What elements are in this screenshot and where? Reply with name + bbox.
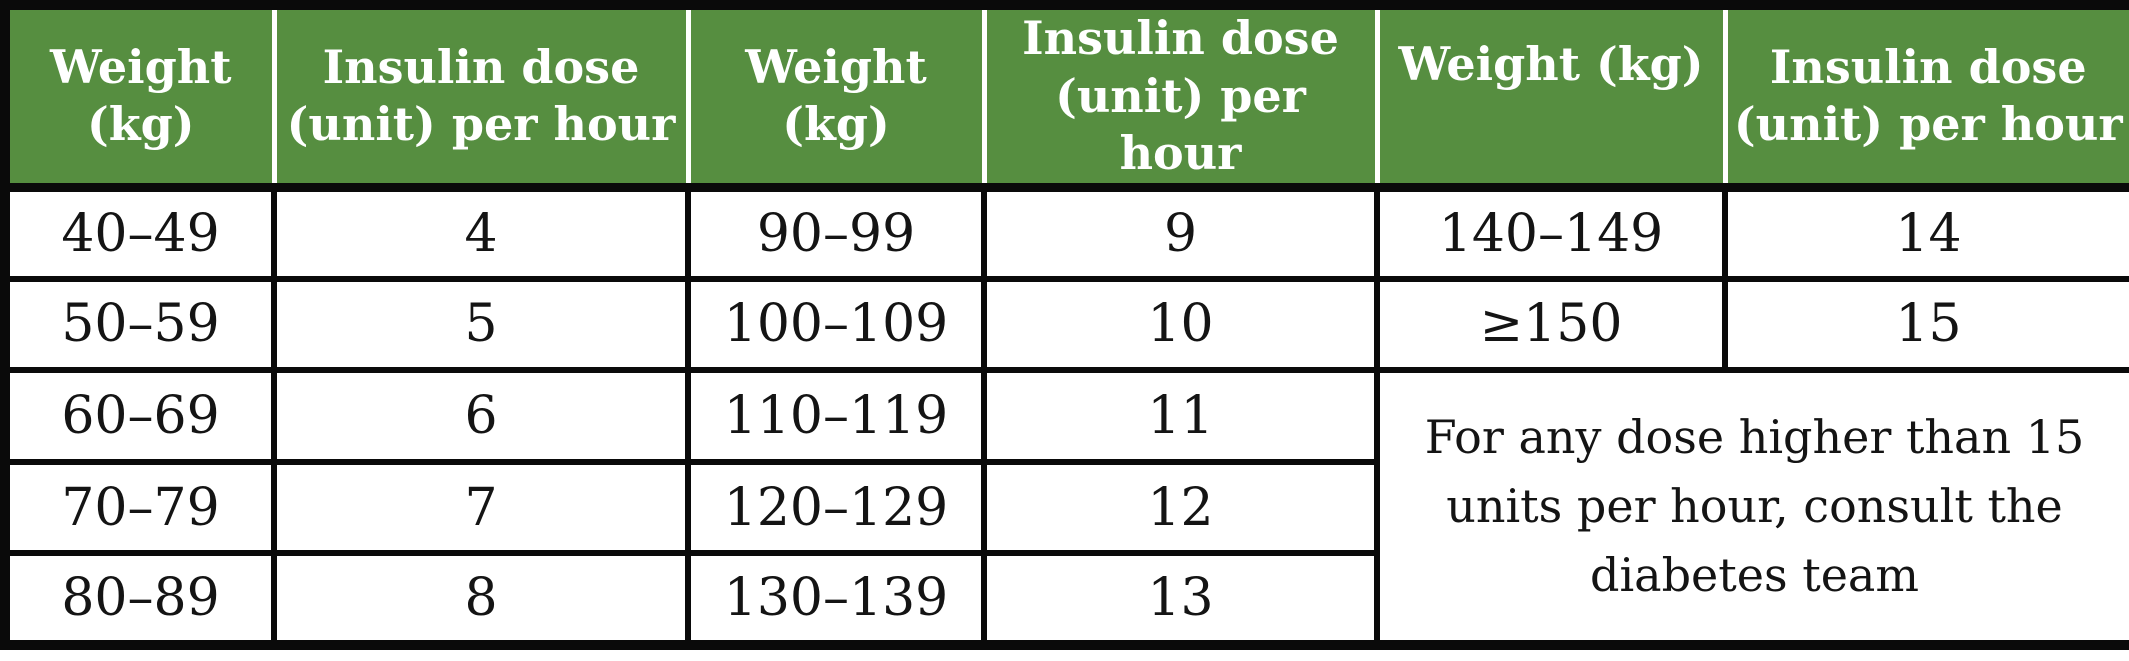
dose-header-3: Insulin dose (unit) per hour [1722,5,2129,192]
dose-cell: 13 [981,550,1380,648]
weight-range-cell: 100–109 [685,275,987,374]
weight-header-1: Weight (kg) [5,5,274,192]
header-line: Weight [49,39,232,94]
header-line: (unit) per hour [286,97,676,152]
dose-cell: 6 [271,367,691,465]
weight-range-cell: 120–129 [685,458,987,557]
weight-range-cell: 90–99 [685,184,987,282]
header-line: Insulin dose [1769,39,2087,94]
table-row: 70–79 7 120–129 12 [2,458,2129,557]
header-line: Insulin dose [1022,11,1339,65]
dose-cell: 7 [271,458,691,557]
dose-header-1: Insulin dose (unit) per hour [271,5,688,192]
weight-range-cell: 80–89 [2,550,277,648]
header-line: Insulin dose [322,39,640,94]
dose-cell: 8 [271,550,691,648]
weight-range-cell: 110–119 [685,367,987,465]
header-line: (unit) per hour [1733,97,2123,152]
table-row: 60–69 6 110–119 11 For any dose higher t… [2,367,2129,648]
dose-cell: 9 [981,184,1380,282]
weight-range-cell: 60–69 [2,367,277,465]
dose-cell: 12 [981,458,1380,557]
header-line: (unit) per hour [1055,68,1306,181]
dose-header-2: Insulin dose (unit) per hour [981,5,1377,192]
table-row: 40–49 4 90–99 9 140–149 14 [2,184,2129,282]
header-line: (kg) [782,97,890,152]
table-row: 80–89 8 130–139 13 [2,550,2129,648]
note-cell: For any dose higher than 15 units per ho… [1374,367,2129,648]
weight-header-2: Weight (kg) [685,5,984,192]
dose-cell: 14 [1722,184,2129,282]
weight-header-3: Weight (kg) [1374,5,1725,192]
dose-cell: 10 [981,275,1380,374]
dose-cell: 15 [1722,275,2129,374]
dose-cell: 4 [271,184,691,282]
table-row: 50–59 5 100–109 10 ≥150 15 [2,275,2129,374]
weight-range-cell: 50–59 [2,275,277,374]
weight-range-cell: 70–79 [2,458,277,557]
header-line: (kg) [86,97,195,152]
header-row: Weight (kg) Insulin dose (unit) per hour… [5,5,2129,192]
dose-cell: 5 [271,275,691,374]
weight-range-cell: 130–139 [685,550,987,648]
header-line: Weight [745,39,927,94]
dose-cell: 11 [981,367,1380,465]
header-line: Weight (kg) [1398,37,1704,91]
weight-range-cell: ≥150 [1374,275,1728,374]
note-text: For any dose higher than 15 units per ho… [1424,410,2085,603]
weight-range-cell: 40–49 [2,184,277,282]
weight-range-cell: 140–149 [1374,184,1728,282]
